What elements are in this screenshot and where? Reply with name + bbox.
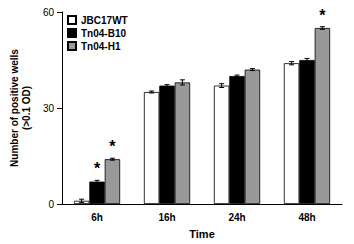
svg-text:Time: Time — [189, 228, 214, 240]
svg-text:Tn04-H1: Tn04-H1 — [81, 41, 121, 52]
svg-text:*: * — [94, 160, 101, 177]
svg-text:Tn04-B10: Tn04-B10 — [81, 28, 126, 39]
svg-text:60: 60 — [43, 7, 55, 18]
svg-text:(>0.1 OD): (>0.1 OD) — [21, 86, 32, 130]
svg-text:JBC17WT: JBC17WT — [81, 15, 128, 26]
svg-text:0: 0 — [48, 199, 54, 210]
svg-text:*: * — [319, 7, 326, 24]
svg-text:16h: 16h — [158, 212, 175, 223]
svg-text:48h: 48h — [298, 212, 315, 223]
svg-text:6h: 6h — [91, 212, 103, 223]
svg-text:*: * — [109, 138, 116, 155]
svg-text:30: 30 — [43, 103, 55, 114]
svg-text:24h: 24h — [228, 212, 245, 223]
svg-text:Number of positive wells: Number of positive wells — [9, 49, 20, 167]
